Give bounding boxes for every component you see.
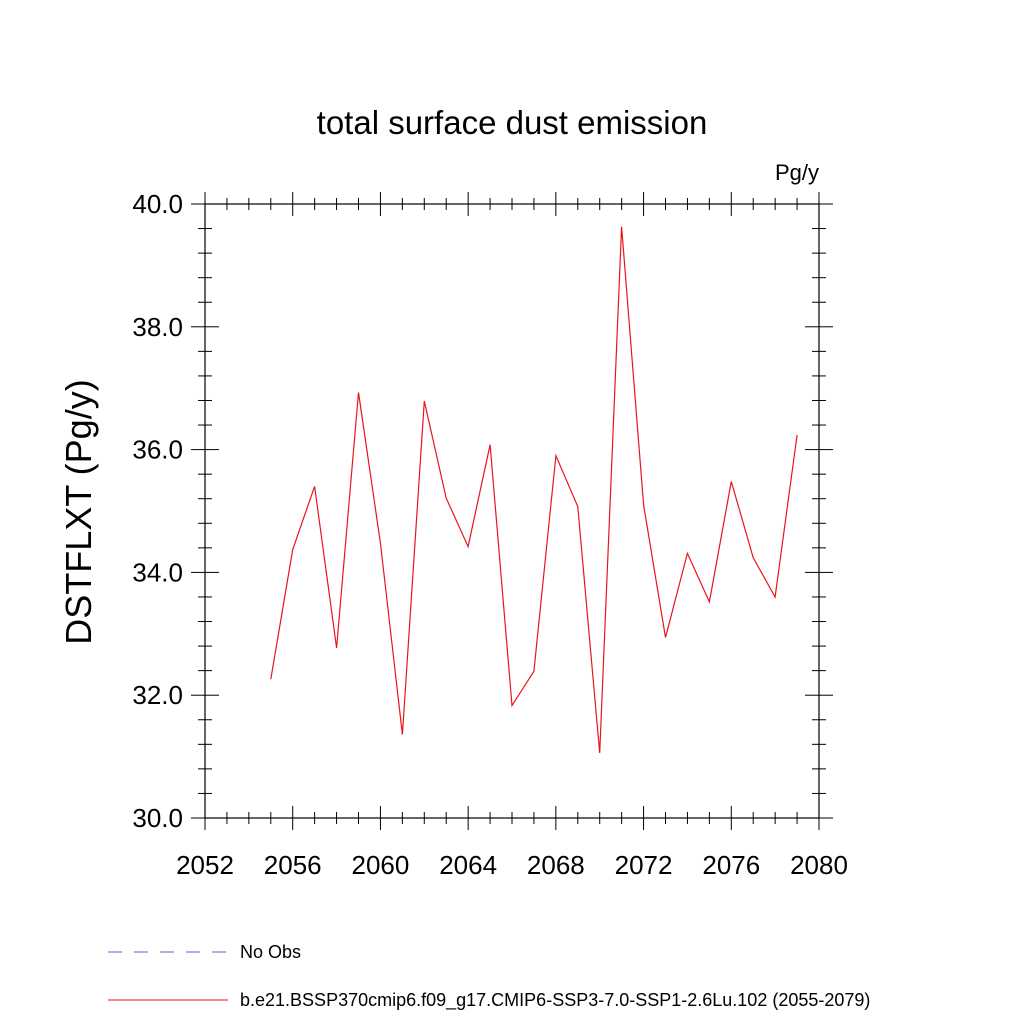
x-tick-label: 2068 [527,850,585,880]
y-tick-label: 40.0 [132,189,183,219]
chart-title: total surface dust emission [317,104,708,141]
legend-label: No Obs [240,942,301,962]
x-tick-label: 2056 [264,850,322,880]
series-group [270,226,798,753]
y-tick-label: 38.0 [132,312,183,342]
y-tick-label: 34.0 [132,557,183,587]
x-tick-label: 2072 [615,850,673,880]
x-tick-label: 2052 [176,850,234,880]
x-tick-label: 2076 [702,850,760,880]
axis-tick-labels: 2052 2056 2060 2064 2068 2072 2076 2080 30.0 32.0… [132,189,848,880]
legend-label: b.e21.BSSP370cmip6.f09_g17.CMIP6-SSP3-7.… [240,990,870,1011]
x-tick-label: 2060 [352,850,410,880]
axis-ticks [191,192,833,830]
y-axis-label: DSTFLXT (Pg/y) [58,379,99,644]
legend: No Obs b.e21.BSSP370cmip6.f09_g17.CMIP6-S… [108,942,870,1011]
x-tick-label: 2080 [790,850,848,880]
y-tick-label: 30.0 [132,803,183,833]
units-label: Pg/y [775,160,819,185]
x-tick-label: 2064 [439,850,497,880]
y-tick-label: 32.0 [132,680,183,710]
series-line [270,226,798,753]
plot-frame [204,203,820,819]
y-tick-label: 36.0 [132,435,183,465]
